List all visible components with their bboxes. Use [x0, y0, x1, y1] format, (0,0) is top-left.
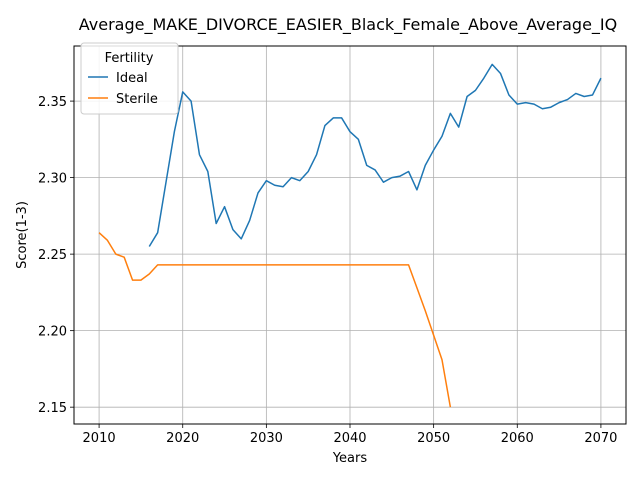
- x-tick-label: 2030: [250, 431, 283, 446]
- y-tick-label: 2.15: [38, 401, 67, 416]
- x-tick-label: 2010: [83, 431, 116, 446]
- legend-label-ideal: Ideal: [116, 71, 148, 86]
- y-tick-label: 2.35: [38, 95, 67, 110]
- x-tick-label: 2070: [584, 431, 617, 446]
- axis-ticks: 2010 2020 2030 2040 2050 2060 2070 2.15 2.20 2.25…: [38, 95, 617, 446]
- y-axis-label: Score(1-3): [15, 201, 30, 269]
- grid: [74, 46, 626, 424]
- legend-label-sterile: Sterile: [116, 92, 158, 107]
- x-tick-label: 2050: [417, 431, 450, 446]
- x-tick-label: 2040: [333, 431, 366, 446]
- chart-title: Average_MAKE_DIVORCE_EASIER_Black_Female…: [79, 15, 617, 35]
- y-tick-label: 2.20: [38, 325, 67, 340]
- series-lines: [98, 63, 602, 408]
- y-tick-label: 2.25: [38, 248, 67, 263]
- legend-title: Fertility: [105, 51, 154, 66]
- legend-box: [80, 42, 179, 115]
- series-line-ideal: [148, 63, 602, 247]
- legend: Fertility Ideal Sterile: [80, 42, 179, 115]
- x-tick-label: 2020: [166, 431, 199, 446]
- x-tick-label: 2060: [501, 431, 534, 446]
- x-axis-label: Years: [332, 451, 368, 466]
- y-tick-label: 2.30: [38, 172, 67, 187]
- series-line-sterile: [98, 232, 452, 408]
